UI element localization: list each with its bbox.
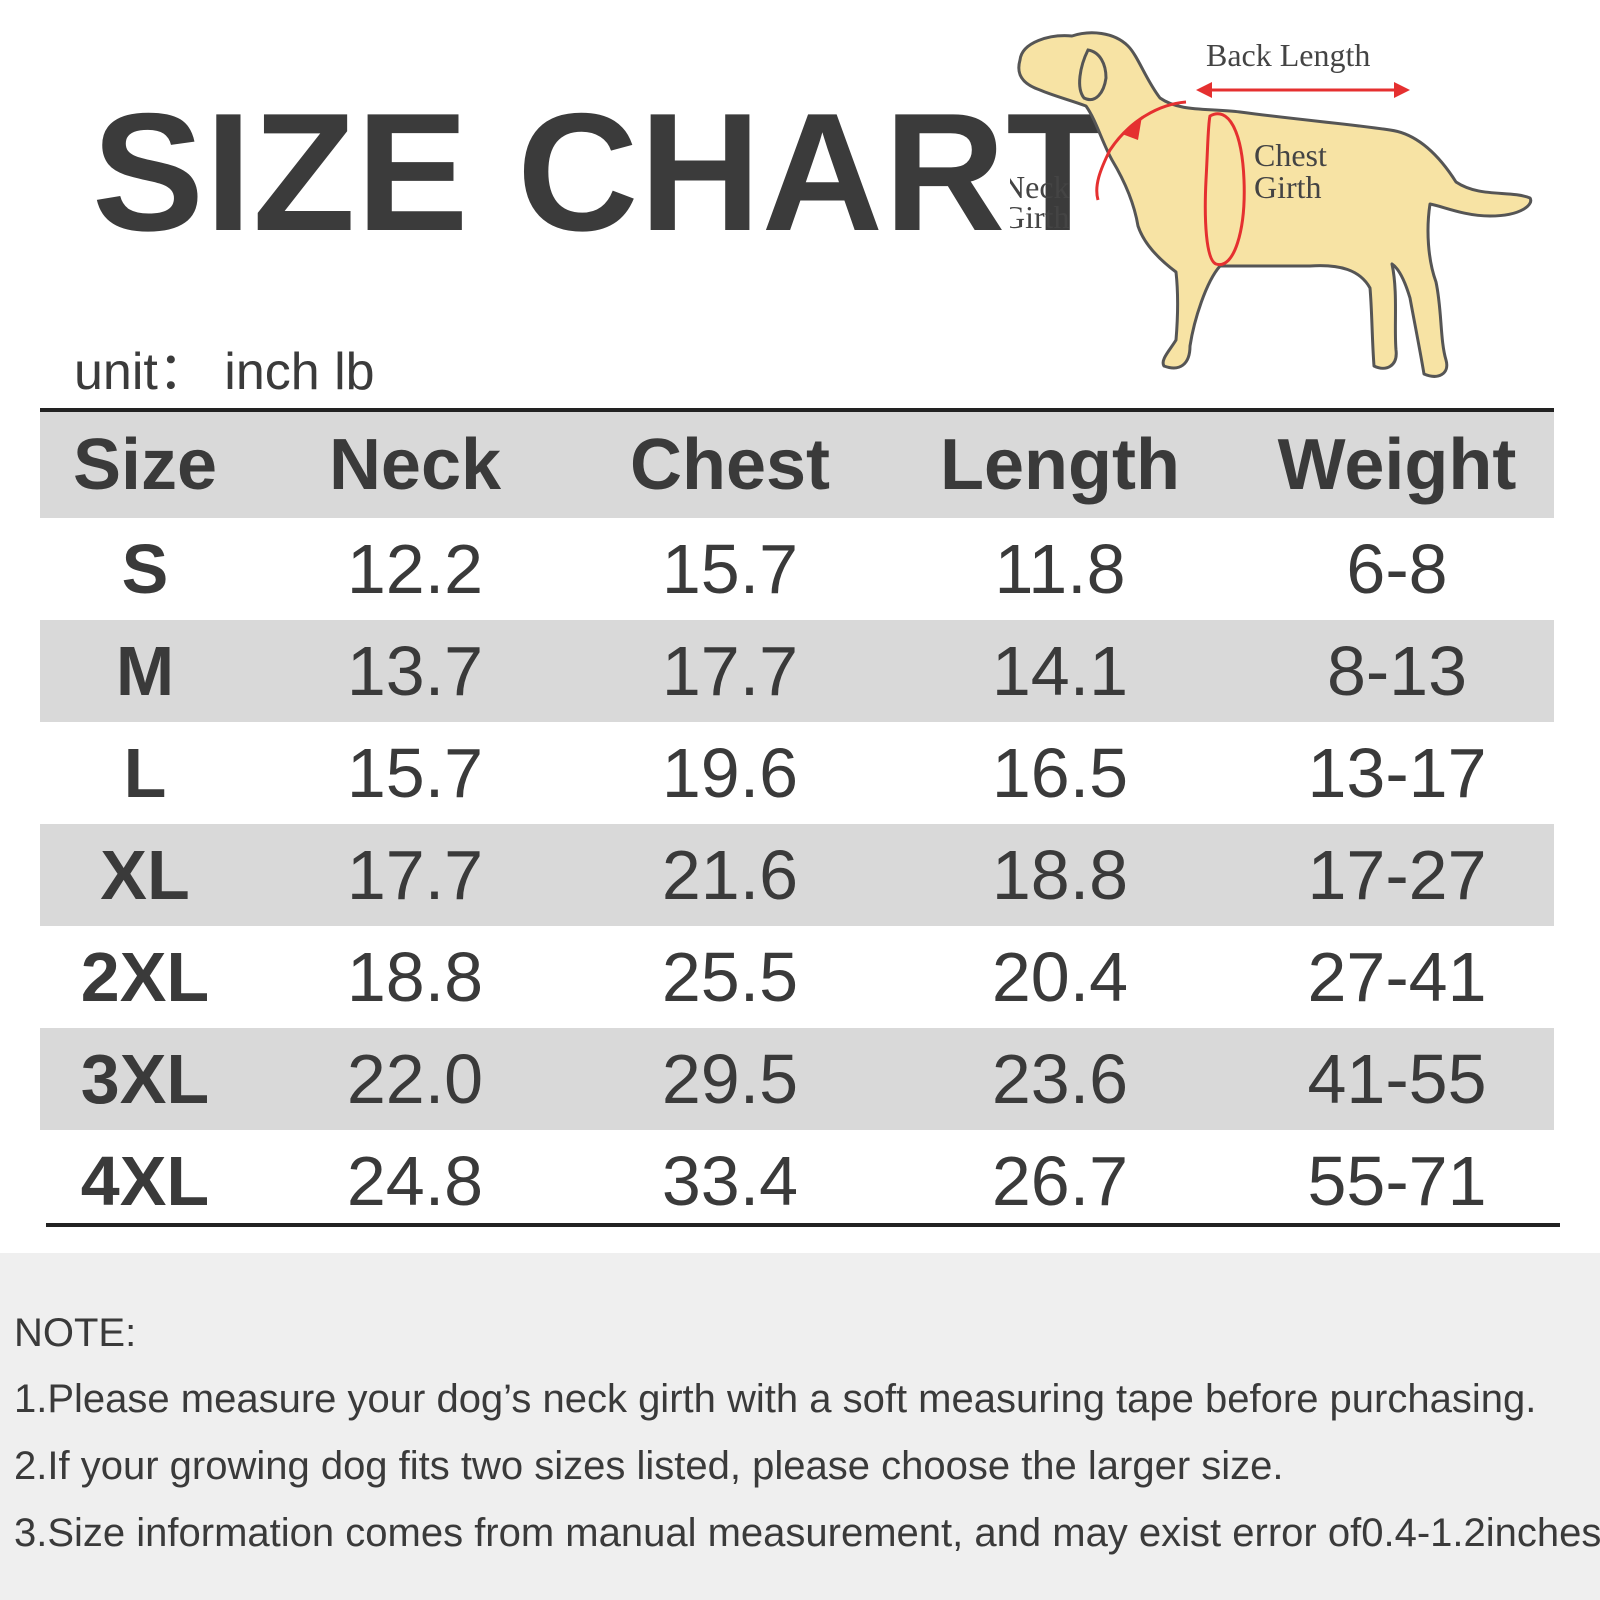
chest-girth-label-2: Girth [1254, 169, 1322, 205]
cell-size: S [121, 530, 169, 608]
neck-girth-arrowhead [1122, 116, 1142, 140]
cell-chest: 21.6 [661, 836, 799, 914]
cell-length: 11.8 [994, 530, 1126, 608]
table-row: S 12.2 15.7 11.8 6-8 [40, 518, 1554, 620]
cell-weight: 6-8 [1346, 530, 1448, 608]
chest-girth-loop [1203, 112, 1246, 267]
cell-weight: 8-13 [1326, 632, 1468, 710]
header-size: Size [72, 425, 218, 505]
table-top-rule [40, 408, 1554, 412]
cell-chest: 29.5 [661, 1040, 799, 1118]
dog-ear [1078, 48, 1108, 101]
cell-chest: 33.4 [661, 1142, 799, 1220]
cell-chest: 19.6 [661, 734, 799, 812]
neck-girth-label-2: Girth [1010, 199, 1070, 235]
cell-neck: 17.7 [346, 836, 484, 914]
table-row: 4XL 24.8 33.4 26.7 55-71 [40, 1130, 1554, 1232]
page-title: SIZE CHART [92, 78, 1110, 266]
notes-panel: NOTE: 1.Please measure your dog’s neck g… [0, 1253, 1600, 1600]
cell-weight: 41-55 [1307, 1040, 1487, 1118]
cell-neck: 15.7 [346, 734, 484, 812]
table-bottom-rule [46, 1223, 1560, 1227]
cell-neck: 18.8 [346, 938, 484, 1016]
cell-neck: 24.8 [346, 1142, 484, 1220]
note-item-2: 2.If your growing dog fits two sizes lis… [14, 1444, 1284, 1488]
cell-chest: 25.5 [661, 938, 799, 1016]
table-row: 3XL 22.0 29.5 23.6 41-55 [40, 1028, 1554, 1130]
header-chest: Chest [629, 425, 831, 505]
unit-label: unit： inch lb [74, 343, 375, 401]
back-length-arrowhead-left [1196, 82, 1212, 98]
cell-weight: 27-41 [1307, 938, 1487, 1016]
cell-chest: 17.7 [661, 632, 799, 710]
cell-length: 18.8 [991, 836, 1129, 914]
table-row: L 15.7 19.6 16.5 13-17 [40, 722, 1554, 824]
table-header-row: Size Neck Chest Length Weight [40, 412, 1554, 518]
table-row: M 13.7 17.7 14.1 8-13 [40, 620, 1554, 722]
cell-size: XL [100, 836, 190, 914]
note-item-1: 1.Please measure your dog’s neck girth w… [14, 1377, 1537, 1421]
cell-length: 23.6 [991, 1040, 1129, 1118]
cell-length: 16.5 [991, 734, 1129, 812]
cell-size: 2XL [80, 938, 210, 1016]
cell-neck: 22.0 [346, 1040, 484, 1118]
chest-girth-label-1: Chest [1254, 137, 1327, 173]
cell-size: L [123, 734, 167, 812]
cell-length: 14.1 [991, 632, 1129, 710]
notes-heading: NOTE: [14, 1311, 137, 1355]
cell-weight: 55-71 [1307, 1142, 1487, 1220]
cell-size: 3XL [80, 1040, 210, 1118]
cell-weight: 17-27 [1307, 836, 1487, 914]
cell-neck: 12.2 [346, 530, 484, 608]
back-length-label: Back Length [1206, 37, 1370, 73]
cell-size: M [115, 632, 175, 710]
cell-size: 4XL [80, 1142, 210, 1220]
header-length: Length [940, 425, 1180, 505]
header-weight: Weight [1277, 425, 1517, 505]
neck-girth-label-1: Neck [1010, 169, 1070, 205]
cell-chest: 15.7 [661, 530, 799, 608]
table-row: 2XL 18.8 25.5 20.4 27-41 [40, 926, 1554, 1028]
cell-length: 26.7 [991, 1142, 1129, 1220]
back-length-arrowhead-right [1394, 82, 1410, 98]
dog-body [1017, 31, 1533, 378]
dog-measurement-diagram: Back Length Chest Girth Neck Girth [1010, 31, 1533, 378]
table-row: XL 17.7 21.6 18.8 17-27 [40, 824, 1554, 926]
cell-weight: 13-17 [1307, 734, 1487, 812]
note-item-3: 3.Size information comes from manual mea… [14, 1511, 1600, 1555]
cell-length: 20.4 [991, 938, 1129, 1016]
size-table: Size Neck Chest Length Weight S 12.2 15.7 1… [40, 408, 1554, 1232]
header-neck: Neck [328, 425, 502, 505]
neck-girth-loop [1095, 100, 1187, 201]
cell-neck: 13.7 [346, 632, 484, 710]
